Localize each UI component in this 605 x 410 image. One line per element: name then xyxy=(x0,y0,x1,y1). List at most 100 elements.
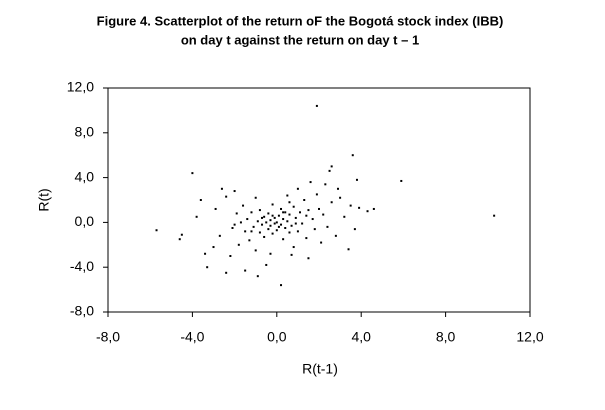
x-tick-label: 0,0 xyxy=(267,329,287,345)
point xyxy=(284,227,287,229)
point xyxy=(248,239,251,242)
point xyxy=(256,220,259,223)
point xyxy=(271,232,274,235)
point xyxy=(307,257,310,260)
chart-title: on day t against the return on day t – 1 xyxy=(181,32,419,47)
point xyxy=(309,181,312,184)
x-tick-label: 4,0 xyxy=(351,329,371,345)
point xyxy=(265,221,268,224)
point xyxy=(178,238,181,241)
point xyxy=(296,230,299,233)
point xyxy=(286,220,289,223)
point xyxy=(334,234,337,237)
point xyxy=(336,187,339,190)
plot-frame xyxy=(107,87,531,313)
point xyxy=(282,218,285,221)
x-axis-label: R(t-1) xyxy=(302,361,338,377)
point xyxy=(372,207,375,210)
x-tick-label: 12,0 xyxy=(516,329,543,345)
point xyxy=(282,211,285,214)
point xyxy=(275,221,278,224)
point xyxy=(277,214,280,217)
point xyxy=(305,214,308,217)
point xyxy=(225,195,228,198)
point xyxy=(277,225,280,228)
point xyxy=(273,222,276,225)
point xyxy=(294,222,297,225)
point xyxy=(271,203,274,206)
point xyxy=(330,201,333,204)
point xyxy=(280,223,283,226)
point xyxy=(246,218,249,221)
point xyxy=(313,228,316,231)
point xyxy=(320,241,323,244)
point xyxy=(244,230,247,233)
point xyxy=(324,183,327,186)
point xyxy=(267,212,270,215)
y-axis-label: R(t) xyxy=(36,188,52,211)
point xyxy=(326,225,329,228)
point xyxy=(239,221,242,224)
point xyxy=(256,275,259,278)
point xyxy=(199,199,202,201)
point xyxy=(328,169,331,172)
point xyxy=(206,266,209,269)
point xyxy=(322,213,325,216)
y-tick-label: 0,0 xyxy=(75,213,95,229)
point xyxy=(311,218,314,221)
point xyxy=(292,205,295,208)
point xyxy=(339,196,342,199)
point xyxy=(290,253,293,256)
point xyxy=(250,230,253,233)
point xyxy=(220,187,223,190)
chart-title: Figure 4. Scatterplot of the return oF t… xyxy=(97,13,504,28)
point xyxy=(250,211,253,214)
point xyxy=(242,204,245,207)
point xyxy=(225,271,228,274)
point xyxy=(267,228,270,231)
point xyxy=(358,206,361,209)
point xyxy=(258,231,261,234)
point xyxy=(244,269,247,272)
point xyxy=(269,224,272,227)
y-tick-label: 4,0 xyxy=(75,168,95,184)
point xyxy=(233,223,236,226)
point xyxy=(366,210,369,213)
point xyxy=(237,243,240,246)
point xyxy=(229,255,232,257)
point xyxy=(204,252,207,255)
point xyxy=(261,216,264,219)
point xyxy=(261,223,264,226)
point xyxy=(258,209,261,212)
point xyxy=(493,214,496,217)
point xyxy=(294,216,297,219)
point xyxy=(254,249,257,252)
point xyxy=(273,216,276,219)
point xyxy=(301,222,304,225)
point xyxy=(315,104,318,107)
point xyxy=(318,207,320,210)
x-tick-label: 8,0 xyxy=(436,329,456,345)
x-tick-label: -4,0 xyxy=(180,329,204,345)
point xyxy=(235,212,238,215)
point xyxy=(343,215,346,218)
point xyxy=(288,213,291,216)
point xyxy=(292,246,295,249)
point xyxy=(212,246,215,249)
point xyxy=(290,224,293,227)
point xyxy=(288,201,291,204)
point xyxy=(155,229,158,232)
point xyxy=(288,231,291,234)
point xyxy=(180,233,183,236)
y-tick-label: 8,0 xyxy=(75,124,95,140)
point xyxy=(349,204,352,207)
point xyxy=(275,229,278,232)
point xyxy=(280,207,283,210)
point xyxy=(307,209,310,212)
point xyxy=(286,194,289,197)
point xyxy=(284,211,287,214)
point xyxy=(231,227,234,229)
point xyxy=(315,193,318,196)
point xyxy=(305,237,308,240)
